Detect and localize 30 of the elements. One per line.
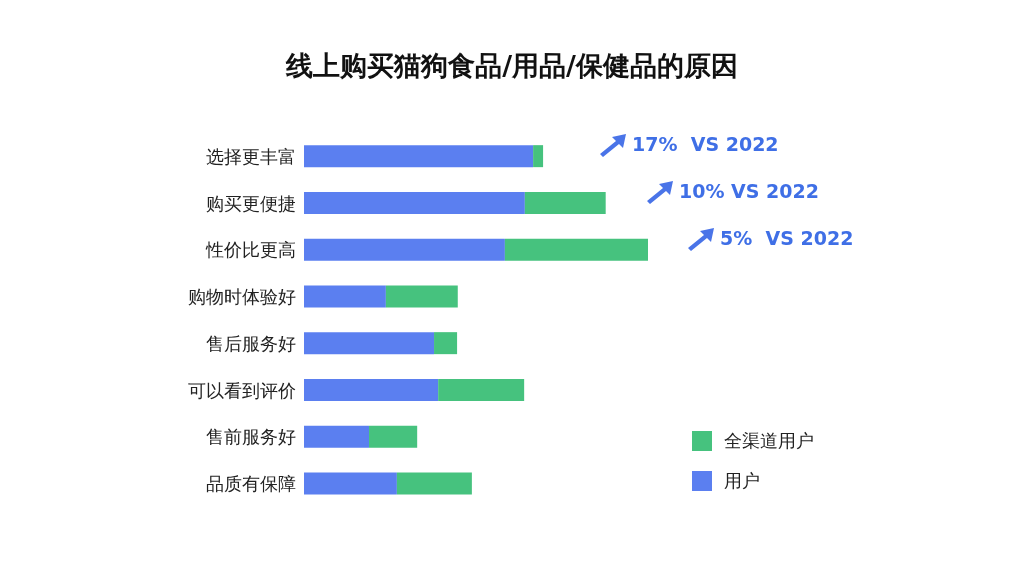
- y-tick-label: 售后服务好: [206, 332, 296, 354]
- y-tick-label: 性价比更高: [205, 239, 296, 261]
- bar: [304, 285, 386, 308]
- bar: [304, 425, 370, 448]
- bar: [304, 472, 397, 495]
- text: 5% VS 2022: [720, 227, 854, 249]
- bar: [434, 332, 458, 355]
- y-tick-label: 售前服务好: [206, 426, 296, 448]
- bar: [504, 238, 648, 261]
- y-tick-label: 品质有保障: [206, 473, 296, 495]
- bar: [438, 378, 525, 401]
- bar: [396, 472, 472, 495]
- bar: [304, 191, 525, 214]
- bar: [524, 191, 606, 214]
- bar: [304, 238, 505, 261]
- legend-label: 用户: [723, 469, 761, 493]
- text: 10% VS 2022: [679, 180, 819, 202]
- bar: [369, 425, 418, 448]
- bar: [304, 378, 439, 401]
- y-tick-label: 选择更丰富: [206, 145, 296, 167]
- bar: [385, 285, 458, 308]
- bar: [533, 145, 544, 168]
- chart-title: 线上购买猫狗食品/用品/保健品的原因: [285, 49, 739, 83]
- y-tick-label: 可以看到评价: [188, 379, 296, 401]
- legend-label: 全渠道用户: [723, 429, 814, 453]
- y-tick-label: 购买更便捷: [206, 192, 296, 214]
- y-tick-label: 购物时体验好: [188, 286, 296, 308]
- bar: [304, 332, 435, 355]
- bar: [304, 145, 534, 168]
- annotation: 17% VS 2022: [632, 133, 779, 155]
